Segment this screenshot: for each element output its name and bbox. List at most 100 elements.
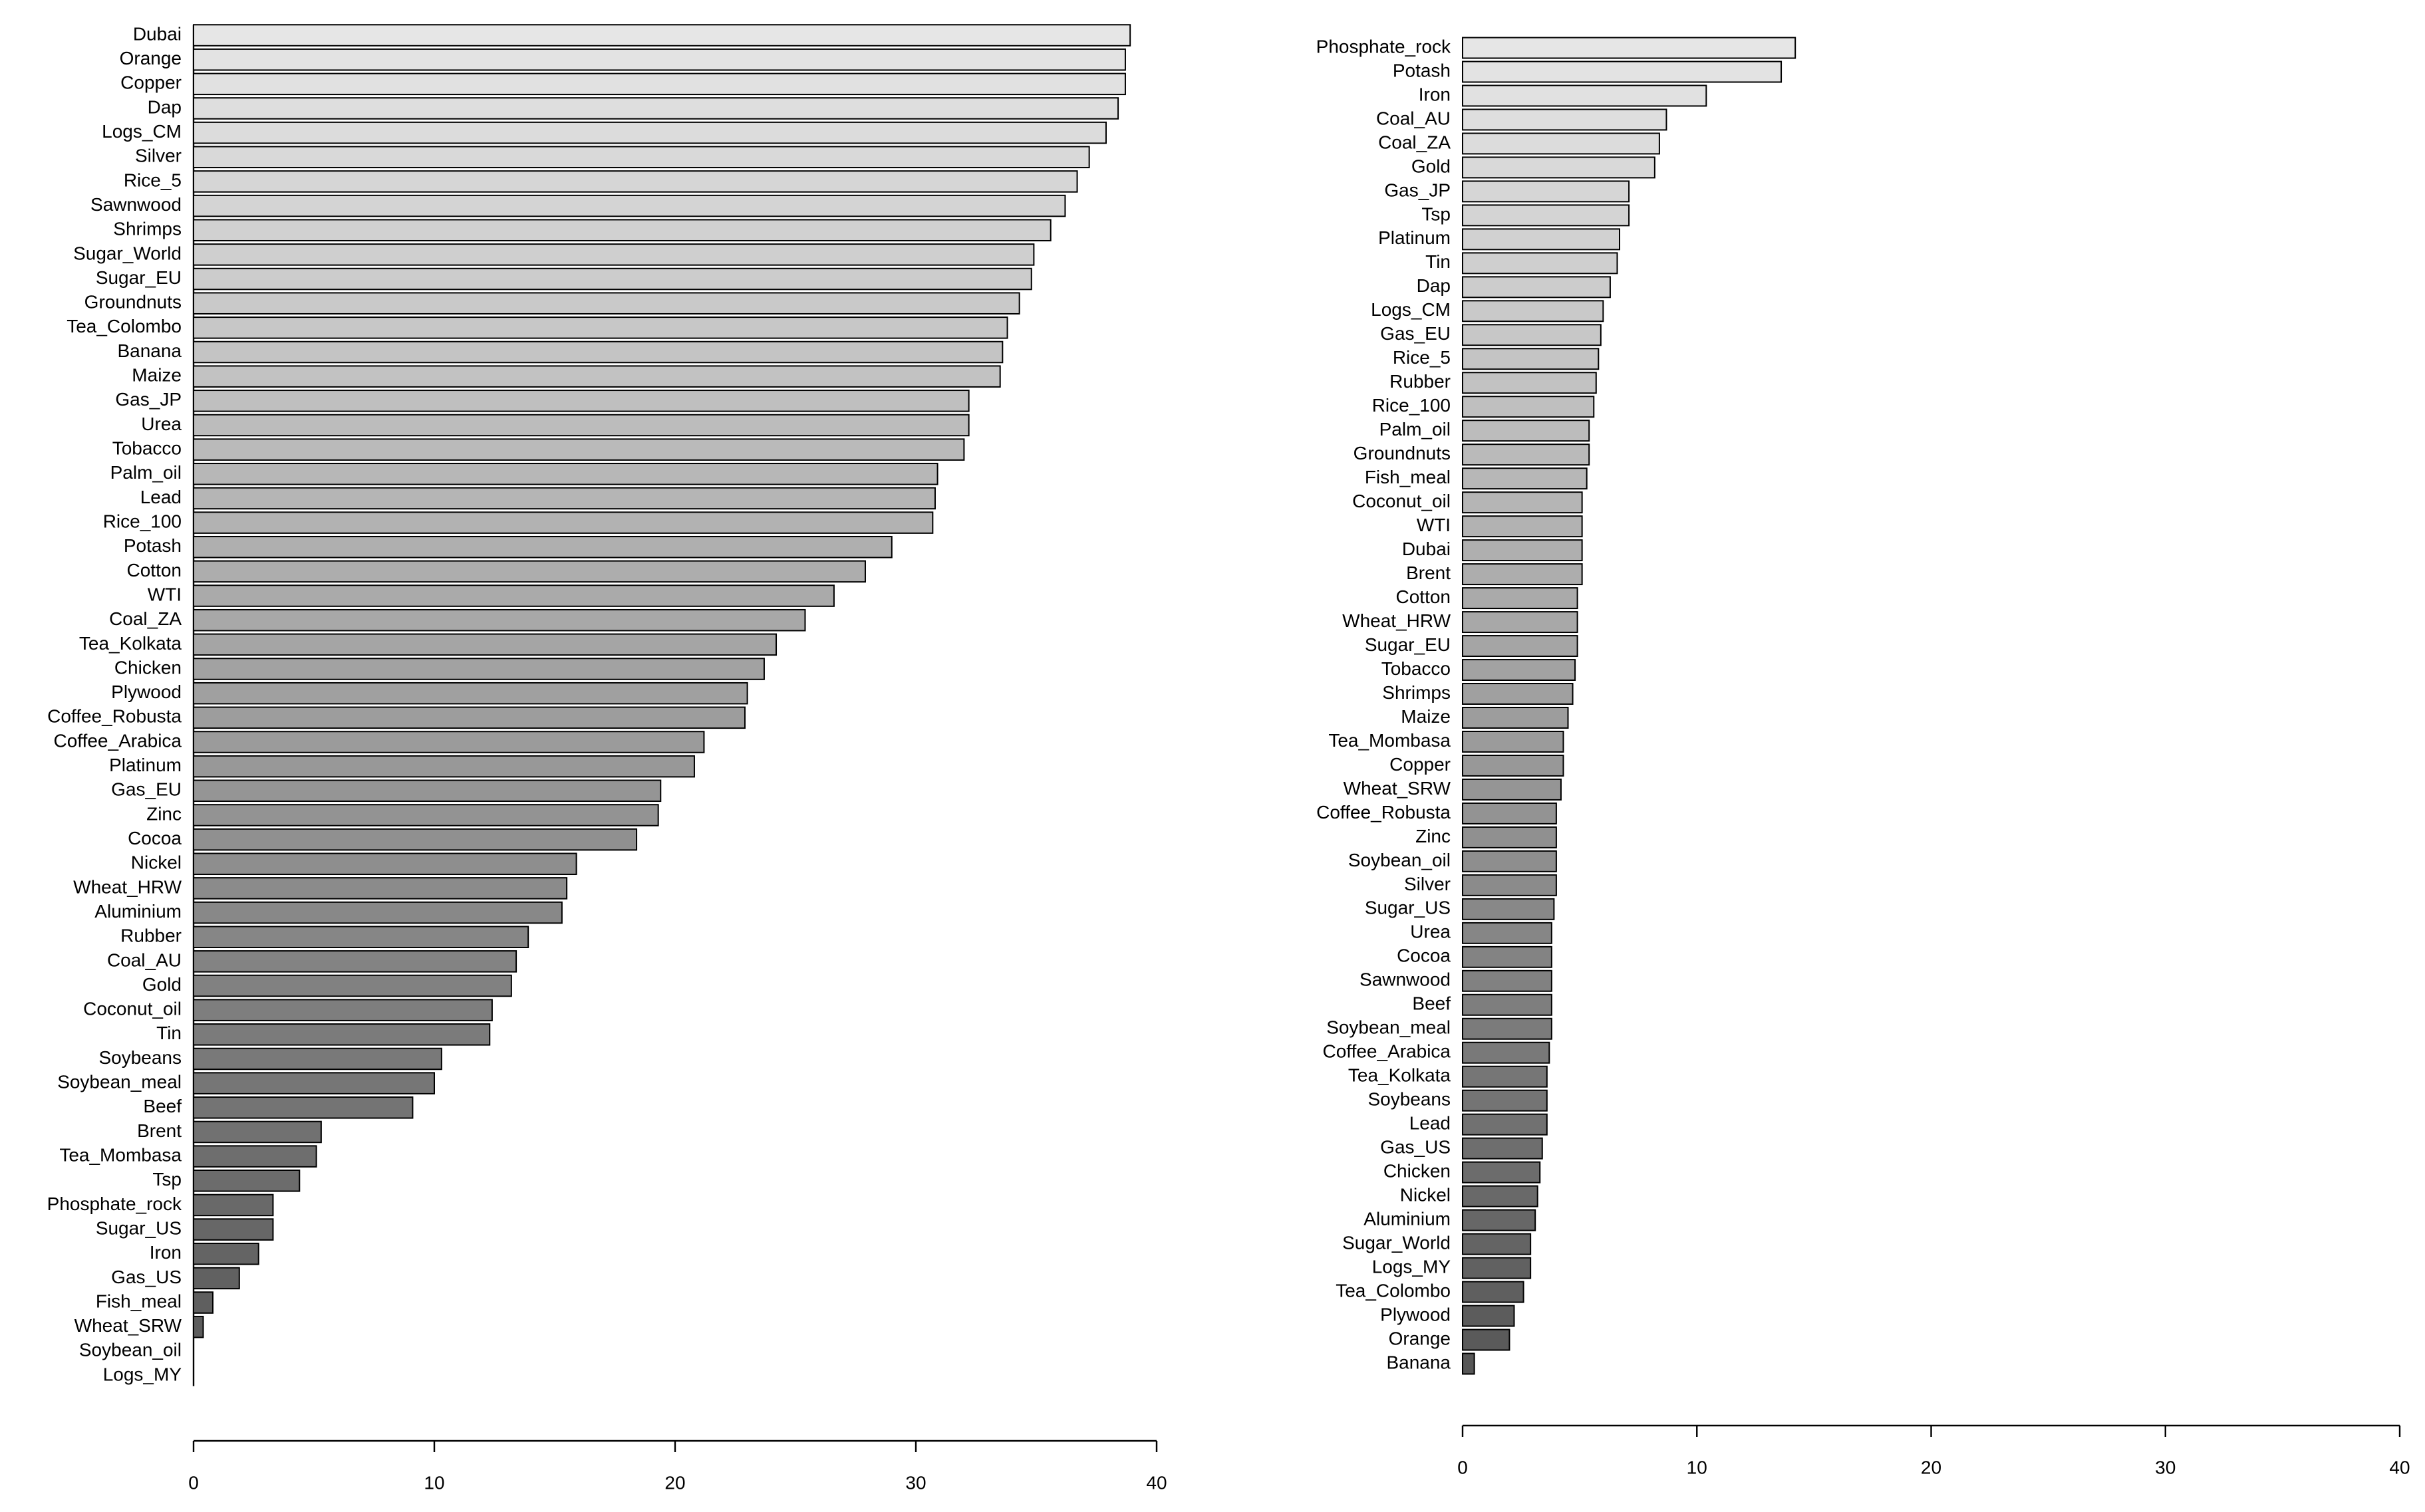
category-label: Soybean_meal <box>1326 1017 1451 1038</box>
category-label: Gas_JP <box>115 389 182 410</box>
bar <box>193 608 806 632</box>
bar <box>1462 108 1667 131</box>
category-label: Tea_Mombasa <box>1328 730 1451 751</box>
category-label: Soybeans <box>98 1047 182 1068</box>
category-label: Coffee_Arabica <box>54 730 182 751</box>
category-label: Zinc <box>1415 826 1451 846</box>
category-label: Dap <box>1417 275 1451 296</box>
category-label: Coal_AU <box>1376 108 1451 128</box>
category-label: Copper <box>120 72 182 93</box>
category-label: Tsp <box>1421 203 1451 224</box>
category-label: Iron <box>1419 84 1451 104</box>
category-label: Dap <box>148 96 182 117</box>
bar <box>1462 132 1660 155</box>
bar <box>193 779 662 803</box>
bar <box>1462 300 1604 322</box>
category-label: Rice_100 <box>103 511 182 531</box>
category-label: Sugar_EU <box>1365 634 1451 655</box>
x-tick-label: 10 <box>424 1472 444 1493</box>
category-label: Sawnwood <box>1359 969 1451 990</box>
bar <box>193 316 1008 339</box>
bar <box>193 974 512 997</box>
category-label: Soybean_meal <box>57 1072 182 1092</box>
category-label: Dubai <box>1402 539 1451 559</box>
category-label: Groundnuts <box>1354 443 1451 463</box>
category-label: Tobacco <box>112 438 182 459</box>
category-label: Soybean_oil <box>1348 850 1451 870</box>
category-label: Fish_meal <box>96 1291 182 1311</box>
bar <box>1462 850 1557 872</box>
category-label: Gas_US <box>111 1267 182 1287</box>
category-label: Orange <box>1389 1328 1451 1348</box>
bar <box>193 560 866 583</box>
bar <box>193 804 659 826</box>
bar <box>1462 731 1564 753</box>
bar <box>1462 1352 1475 1375</box>
category-label: Coffee_Robusta <box>1316 802 1451 822</box>
category-label: Sugar_US <box>96 1217 182 1238</box>
x-tick-label: 20 <box>1921 1457 1941 1477</box>
bar <box>193 1267 240 1290</box>
bar <box>1462 778 1562 801</box>
x-tick-label: 0 <box>188 1472 199 1493</box>
category-label: Sugar_US <box>1365 898 1451 918</box>
bar <box>193 706 746 729</box>
bar <box>193 243 1035 266</box>
bar <box>193 414 970 437</box>
bar <box>1462 156 1655 179</box>
category-label: Wheat_HRW <box>73 876 182 897</box>
category-label: Coal_ZA <box>109 608 182 629</box>
category-label: Copper <box>1389 754 1451 775</box>
bar <box>1462 1041 1550 1064</box>
category-label: Orange <box>120 48 182 68</box>
category-label: Sawnwood <box>90 194 182 215</box>
bar <box>193 658 765 680</box>
category-label: Palm_oil <box>110 462 182 483</box>
category-label: Chicken <box>1383 1161 1451 1182</box>
bar <box>1462 635 1578 658</box>
bar <box>193 1218 274 1241</box>
bar <box>193 292 1020 315</box>
bar <box>1462 37 1796 59</box>
category-label: Coconut_oil <box>83 999 182 1019</box>
category-label: Maize <box>132 365 182 386</box>
category-label: Phosphate_rock <box>1316 36 1451 57</box>
category-label: Urea <box>141 414 182 434</box>
bar <box>1462 84 1707 107</box>
category-label: Tea_Kolkata <box>79 633 182 654</box>
bar <box>193 1120 322 1144</box>
category-label: Cocoa <box>128 828 182 848</box>
category-label: Plywood <box>111 682 182 702</box>
category-label: Tobacco <box>1381 658 1451 679</box>
category-label: Banana <box>117 340 182 361</box>
bar <box>1462 826 1557 848</box>
bar <box>193 438 965 461</box>
bar <box>1462 539 1583 562</box>
category-label: Silver <box>1404 874 1451 894</box>
category-label: Lead <box>1409 1113 1451 1134</box>
category-label: Beef <box>143 1096 182 1116</box>
category-label: Aluminium <box>1363 1208 1451 1229</box>
bar <box>1462 922 1552 944</box>
bar <box>193 1170 301 1192</box>
category-label: Rice_100 <box>1372 395 1451 416</box>
bar <box>193 1047 442 1071</box>
category-label: Banana <box>1386 1352 1451 1372</box>
bar <box>193 24 1131 47</box>
bar <box>1462 707 1569 729</box>
category-label: Rubber <box>120 926 182 946</box>
bar <box>193 926 529 948</box>
bar <box>193 1315 204 1338</box>
bar <box>193 1242 259 1265</box>
category-label: Logs_MY <box>103 1364 182 1384</box>
bar <box>1462 1017 1552 1040</box>
category-label: Maize <box>1401 706 1451 727</box>
category-label: Zinc <box>146 803 182 824</box>
category-label: WTI <box>148 584 182 604</box>
category-label: Fish_meal <box>1365 467 1451 487</box>
category-label: Sugar_World <box>73 243 182 263</box>
category-label: Nickel <box>1400 1185 1451 1205</box>
x-tick-label: 40 <box>2389 1457 2410 1477</box>
bar <box>193 1291 214 1314</box>
bar <box>1462 587 1578 610</box>
